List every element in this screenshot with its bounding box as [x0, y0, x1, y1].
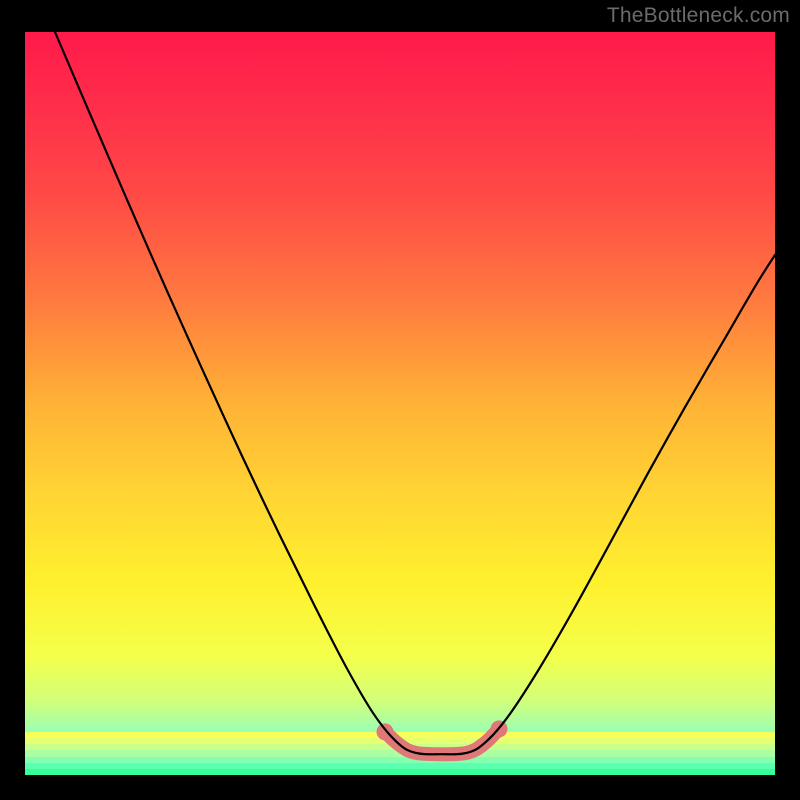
- plot-area: [25, 32, 775, 775]
- curve-layer: [25, 32, 775, 775]
- v-curve: [55, 32, 775, 754]
- trough-dot-left: [377, 723, 394, 740]
- chart-frame: TheBottleneck.com: [0, 0, 800, 800]
- watermark-text: TheBottleneck.com: [607, 4, 790, 28]
- trough-highlight: [385, 729, 499, 754]
